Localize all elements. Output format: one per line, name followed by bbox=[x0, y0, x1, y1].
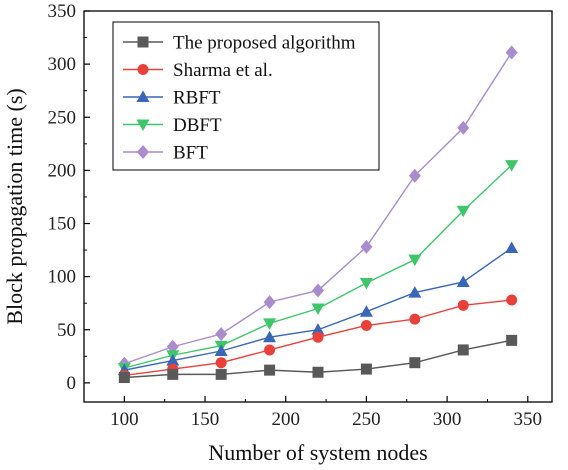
data-point-the-proposed-algorithm bbox=[264, 364, 276, 376]
x-axis-title: Number of system nodes bbox=[208, 440, 427, 465]
data-point-dbft bbox=[311, 303, 325, 315]
data-point-rbft bbox=[408, 286, 422, 298]
data-point-rbft bbox=[166, 354, 180, 366]
y-tick-label: 200 bbox=[48, 160, 77, 181]
plot-marks bbox=[117, 45, 519, 384]
data-point-the-proposed-algorithm bbox=[457, 344, 469, 356]
data-point-bft bbox=[263, 295, 276, 310]
series-rbft bbox=[117, 241, 519, 376]
series-the-proposed-algorithm bbox=[118, 334, 518, 384]
x-tick-label: 250 bbox=[352, 409, 381, 430]
data-point-the-proposed-algorithm bbox=[360, 363, 372, 375]
data-point-dbft bbox=[408, 254, 422, 267]
data-point-dbft bbox=[505, 160, 519, 172]
data-point-rbft bbox=[263, 330, 277, 343]
data-point-dbft bbox=[263, 318, 277, 330]
legend-label: DBFT bbox=[173, 115, 222, 136]
legend-label: BFT bbox=[173, 143, 208, 164]
series-bft bbox=[118, 45, 518, 371]
legend-box bbox=[112, 21, 380, 171]
legend-label: RBFT bbox=[173, 88, 221, 109]
data-point-sharma-et-al bbox=[409, 313, 421, 325]
data-point-sharma-et-al bbox=[506, 294, 518, 306]
data-point-the-proposed-algorithm bbox=[118, 372, 130, 384]
y-axis-ticks: 0 50 100 150 200 250 300 350 bbox=[48, 1, 90, 394]
data-point-dbft bbox=[359, 278, 373, 290]
data-point-rbft bbox=[456, 275, 470, 287]
legend-item-rbft: RBFT bbox=[123, 88, 221, 109]
data-point-sharma-et-al bbox=[312, 331, 324, 343]
legend-label: The proposed algorithm bbox=[173, 33, 356, 54]
legend-item-the-proposed-algorithm: The proposed algorithm bbox=[123, 33, 356, 54]
x-tick-label: 300 bbox=[433, 409, 462, 430]
x-tick-label: 100 bbox=[110, 409, 139, 430]
data-point-the-proposed-algorithm bbox=[409, 357, 421, 369]
data-point-bft bbox=[360, 239, 373, 254]
data-point-rbft bbox=[311, 323, 325, 335]
data-point-sharma-et-al bbox=[215, 357, 227, 369]
legend-marker-rbft bbox=[136, 90, 150, 102]
legend-marker-sharma-et-al bbox=[137, 64, 149, 75]
data-point-rbft bbox=[359, 305, 373, 317]
legend-marker-dbft bbox=[136, 119, 150, 131]
data-point-bft bbox=[408, 168, 421, 183]
y-tick-label: 150 bbox=[48, 214, 77, 235]
data-point-sharma-et-al bbox=[264, 344, 276, 356]
y-tick-label: 300 bbox=[48, 54, 77, 75]
data-point-the-proposed-algorithm bbox=[167, 368, 179, 380]
data-point-bft bbox=[215, 327, 228, 341]
x-tick-label: 200 bbox=[271, 409, 300, 430]
legend-marker-the-proposed-algorithm bbox=[137, 36, 149, 48]
data-point-bft bbox=[457, 120, 470, 135]
legend-item-dbft: DBFT bbox=[123, 115, 222, 136]
data-point-the-proposed-algorithm bbox=[312, 366, 324, 378]
legend: The proposed algorithm Sharma et al. RBFT D… bbox=[112, 21, 380, 171]
x-tick-label: 150 bbox=[191, 409, 220, 430]
data-point-rbft bbox=[214, 344, 228, 356]
y-tick-label: 0 bbox=[67, 373, 77, 394]
data-point-the-proposed-algorithm bbox=[506, 334, 518, 346]
x-axis-ticks: 100 150 200 250 300 350 bbox=[110, 396, 542, 430]
y-tick-label: 350 bbox=[48, 1, 77, 22]
data-point-dbft bbox=[456, 205, 470, 218]
legend-item-sharma-et-al: Sharma et al. bbox=[123, 60, 273, 81]
y-tick-label: 50 bbox=[57, 320, 76, 341]
legend-item-bft: BFT bbox=[123, 143, 208, 164]
y-axis-title: Block propagation time (s) bbox=[2, 88, 27, 324]
data-point-bft bbox=[505, 45, 518, 60]
data-point-sharma-et-al bbox=[457, 299, 469, 311]
plot-frame bbox=[83, 10, 553, 403]
legend-label: Sharma et al. bbox=[173, 60, 273, 81]
y-tick-label: 100 bbox=[48, 267, 77, 288]
legend-marker-bft bbox=[137, 145, 149, 159]
data-point-the-proposed-algorithm bbox=[215, 368, 227, 380]
data-point-sharma-et-al bbox=[360, 320, 372, 331]
data-point-rbft bbox=[505, 241, 519, 253]
y-tick-label: 250 bbox=[48, 107, 77, 128]
x-tick-label: 350 bbox=[514, 409, 543, 430]
data-point-bft bbox=[312, 283, 324, 298]
